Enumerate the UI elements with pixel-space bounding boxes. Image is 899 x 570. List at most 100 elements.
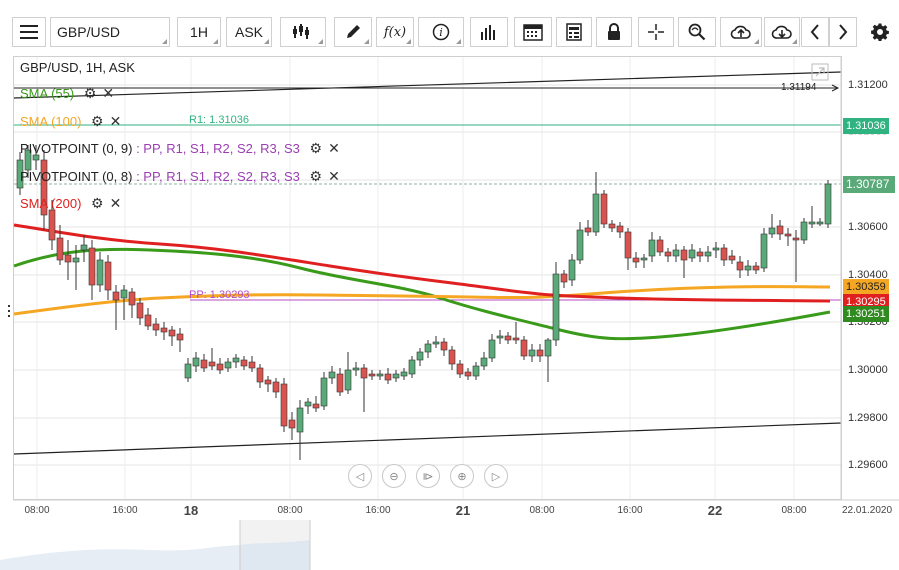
candle-body[interactable] — [808, 221, 816, 225]
candle-body[interactable] — [208, 361, 216, 367]
candle-body[interactable] — [88, 247, 96, 286]
candle-body[interactable] — [616, 225, 624, 233]
zoom-out-button[interactable]: ⊖ — [382, 464, 406, 488]
candle-body[interactable] — [712, 247, 720, 251]
candle-body[interactable] — [728, 255, 736, 261]
candle-body[interactable] — [256, 367, 264, 383]
candle-body[interactable] — [56, 237, 64, 261]
crosshair-button[interactable] — [638, 17, 674, 47]
candle-body[interactable] — [456, 363, 464, 375]
candle-body[interactable] — [440, 341, 448, 351]
candle-body[interactable] — [464, 371, 472, 377]
candle-body[interactable] — [776, 225, 784, 235]
price-type-select[interactable]: ASK — [226, 17, 272, 47]
candle-body[interactable] — [200, 359, 208, 369]
candle-body[interactable] — [736, 261, 744, 271]
close-icon[interactable]: ✕ — [102, 85, 115, 101]
candle-body[interactable] — [120, 289, 128, 299]
function-button[interactable]: f(x) — [376, 17, 414, 47]
candle-body[interactable] — [576, 229, 584, 261]
close-icon[interactable]: ✕ — [328, 140, 340, 156]
gear-icon[interactable]: ⚙ — [91, 113, 104, 129]
candle-body[interactable] — [136, 302, 144, 319]
candle-body[interactable] — [768, 227, 776, 235]
candle-body[interactable] — [48, 209, 56, 241]
report-button[interactable] — [556, 17, 592, 47]
candle-body[interactable] — [144, 314, 152, 327]
upload-button[interactable] — [720, 17, 762, 47]
volume-button[interactable] — [470, 17, 508, 47]
legend-sma-200[interactable]: SMA (200) ⚙ ✕ — [20, 195, 121, 212]
candle-body[interactable] — [784, 233, 792, 237]
candle-body[interactable] — [664, 251, 672, 257]
lock-button[interactable] — [596, 17, 632, 47]
candle-body[interactable] — [680, 249, 688, 261]
candle-body[interactable] — [320, 377, 328, 407]
candle-body[interactable] — [688, 249, 696, 259]
upper-trend-line[interactable] — [13, 71, 842, 99]
candle-body[interactable] — [376, 373, 384, 377]
candle-body[interactable] — [328, 371, 336, 379]
candle-body[interactable] — [240, 359, 248, 367]
gear-icon[interactable]: ⚙ — [91, 195, 104, 211]
gear-icon[interactable]: ⚙ — [83, 85, 97, 101]
legend-sma-100[interactable]: SMA (100) ⚙ ✕ — [20, 113, 121, 130]
resize-handle[interactable] — [8, 305, 10, 317]
candle-body[interactable] — [24, 149, 32, 171]
candle-body[interactable] — [752, 265, 760, 271]
candle-body[interactable] — [280, 383, 288, 427]
candle-body[interactable] — [424, 343, 432, 353]
candle-body[interactable] — [448, 349, 456, 365]
gear-icon[interactable]: ⚙ — [309, 140, 323, 156]
candle-body[interactable] — [560, 273, 568, 283]
candle-body[interactable] — [152, 323, 160, 331]
candle-body[interactable] — [552, 273, 560, 341]
reset-view-button[interactable]: ⧐ — [416, 464, 440, 488]
candle-body[interactable] — [384, 373, 392, 381]
scroll-right-button[interactable] — [829, 17, 857, 47]
candle-body[interactable] — [80, 244, 88, 251]
candle-body[interactable] — [272, 381, 280, 393]
candle-body[interactable] — [184, 363, 192, 379]
candle-body[interactable] — [568, 259, 576, 281]
candle-body[interactable] — [472, 365, 480, 377]
candle-body[interactable] — [408, 359, 416, 375]
candle-body[interactable] — [296, 407, 304, 433]
settings-button[interactable] — [866, 17, 894, 47]
scroll-left-button[interactable] — [801, 17, 829, 47]
sma-200-line[interactable] — [13, 223, 831, 303]
candle-body[interactable] — [512, 337, 520, 341]
candle-body[interactable] — [288, 419, 296, 429]
candle-body[interactable] — [248, 361, 256, 369]
candle-body[interactable] — [632, 257, 640, 263]
candle-body[interactable] — [392, 373, 400, 379]
candle-body[interactable] — [40, 159, 48, 216]
candle-body[interactable] — [624, 231, 632, 259]
candle-body[interactable] — [480, 357, 488, 367]
scroll-back-button[interactable]: ◁ — [348, 464, 372, 488]
zoom-button[interactable] — [678, 17, 716, 47]
candle-body[interactable] — [536, 349, 544, 357]
candle-body[interactable] — [16, 159, 24, 189]
candle-body[interactable] — [224, 361, 232, 369]
candle-body[interactable] — [760, 233, 768, 269]
candle-body[interactable] — [304, 401, 312, 407]
candle-body[interactable] — [128, 291, 136, 306]
candle-body[interactable] — [720, 247, 728, 261]
candle-body[interactable] — [160, 327, 168, 333]
candle-body[interactable] — [528, 349, 536, 357]
calendar-button[interactable] — [514, 17, 552, 47]
candle-body[interactable] — [592, 193, 600, 233]
candle-body[interactable] — [744, 265, 752, 271]
candle-body[interactable] — [176, 333, 184, 341]
candle-body[interactable] — [344, 369, 352, 391]
download-button[interactable] — [764, 17, 800, 47]
candle-body[interactable] — [608, 223, 616, 229]
navigator[interactable] — [0, 520, 899, 570]
scroll-forward-button[interactable]: ▷ — [484, 464, 508, 488]
candle-body[interactable] — [648, 239, 656, 257]
candle-body[interactable] — [432, 341, 440, 345]
symbol-select[interactable]: GBP/USD — [50, 17, 170, 47]
expand-icon[interactable] — [811, 63, 829, 81]
candle-body[interactable] — [800, 221, 808, 241]
